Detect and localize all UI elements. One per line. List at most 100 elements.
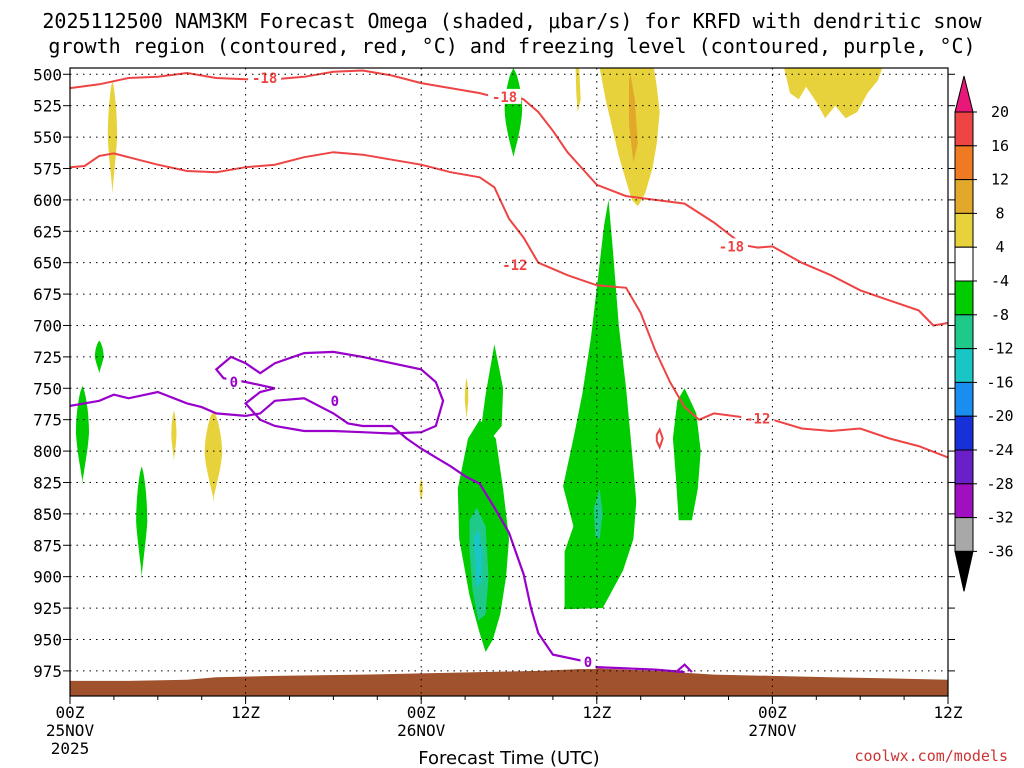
colorbar-label: 12 [991, 171, 1009, 189]
x-tick-label: 00Z [407, 703, 436, 722]
contour-label: -12 [502, 258, 527, 274]
contour-label: -12 [745, 411, 770, 427]
omega-green-region [563, 199, 637, 610]
colorbar-label: 20 [991, 103, 1009, 121]
y-tick-label: 525 [33, 97, 62, 116]
colorbar-segment [954, 415, 974, 451]
y-tick-label: 925 [33, 599, 62, 618]
omega-yellow-region [575, 68, 581, 112]
y-tick-label: 975 [33, 662, 62, 681]
dgz-lower-contour-line [70, 151, 948, 459]
chart-title-line-1: 2025112500 NAM3KM Forecast Omega (shaded… [42, 9, 982, 33]
contour-label: -18 [492, 90, 517, 106]
y-tick-label: 650 [33, 254, 62, 273]
y-tick-label: 575 [33, 159, 62, 178]
colorbar-segment [954, 314, 974, 350]
y-tick-label: 775 [33, 411, 62, 430]
colorbar-segment [954, 111, 974, 147]
plot-area: -18 -18 -18 -12 -12 0 0 0 [70, 68, 948, 696]
omega-green-region [136, 466, 148, 577]
colorbar-label: -12 [986, 340, 1013, 358]
x-tick-date-label: 25NOV [46, 721, 95, 740]
y-tick-label: 850 [33, 505, 62, 524]
colorbar: 20 16 12 8 4 -4 -8 -12 -16 -20 -24 -28 -32 -36 [954, 75, 1014, 592]
y-tick-label: 600 [33, 191, 62, 210]
colorbar-segment [954, 179, 974, 214]
omega-green-region [479, 344, 504, 439]
x-tick-year-label: 2025 [51, 739, 90, 758]
omega-cyan-region [473, 529, 483, 587]
contour-label-background [498, 257, 532, 273]
x-axis-title: Forecast Time (UTC) [418, 748, 599, 768]
x-tick-label: 00Z [758, 703, 787, 722]
colorbar-segment [954, 449, 974, 485]
omega-yellow-region [107, 80, 118, 194]
omega-green-region [504, 68, 523, 192]
colorbar-label: -32 [986, 509, 1013, 527]
colorbar-label: -28 [986, 475, 1013, 493]
colorbar-label: 16 [991, 137, 1009, 155]
x-tick-date-label: 26NOV [397, 721, 446, 740]
chart-title-line-2: growth region (contoured, red, °C) and f… [48, 34, 975, 58]
colorbar-segment [954, 517, 974, 552]
y-tick-label: 675 [33, 285, 62, 304]
y-tick-label: 750 [33, 379, 62, 398]
contour-label: -18 [252, 71, 277, 87]
y-tick-label: 900 [33, 568, 62, 587]
contour-label-background [488, 88, 522, 104]
omega-seagreen-region [593, 488, 603, 539]
colorbar-segment [954, 246, 974, 282]
colorbar-top-arrow [954, 75, 974, 113]
x-tick-label: 12Z [934, 703, 963, 722]
contour-label-background [327, 392, 343, 408]
y-axis: 500 525 550 575 600 625 650 675 700 725 750 775 800 8… [33, 65, 955, 681]
colorbar-label: -4 [991, 272, 1009, 290]
omega-green-region [94, 340, 104, 374]
x-tick-date-label: 27NOV [748, 721, 797, 740]
contour-label: -18 [719, 239, 744, 255]
y-tick-label: 625 [33, 222, 62, 241]
contour-label-background [714, 238, 748, 254]
colorbar-segment [954, 212, 974, 248]
credit-text: coolwx.com/models [854, 747, 1008, 765]
colorbar-label: -20 [986, 407, 1013, 425]
y-tick-label: 700 [33, 316, 62, 335]
grid-lines [70, 68, 948, 696]
y-tick-label: 550 [33, 128, 62, 147]
contour-label-background [226, 374, 242, 389]
colorbar-label: 8 [995, 204, 1004, 222]
omega-orange-region [629, 74, 638, 163]
omega-yellow-region [204, 410, 223, 508]
freezing-level-contour-line [70, 390, 685, 674]
omega-green-region [75, 385, 89, 492]
colorbar-label: -24 [986, 441, 1013, 459]
omega-yellow-region [171, 410, 177, 462]
freezing-level-contour-loop [214, 350, 445, 435]
dgz-small-contour-loop [655, 427, 664, 450]
y-tick-label: 950 [33, 630, 62, 649]
y-tick-label: 500 [33, 65, 62, 84]
colorbar-segment [954, 280, 974, 316]
colorbar-segment [954, 381, 974, 417]
contour-label-background [741, 410, 775, 426]
y-tick-label: 800 [33, 442, 62, 461]
dgz-upper-contour-line [70, 69, 948, 327]
x-tick-label: 12Z [231, 703, 260, 722]
y-tick-label: 825 [33, 473, 62, 492]
contour-label: 0 [230, 375, 238, 391]
omega-yellow-region [464, 378, 469, 420]
x-tick-label: 12Z [582, 703, 611, 722]
colorbar-bottom-arrow [954, 550, 974, 592]
omega-green-region [672, 388, 701, 521]
contour-label: 0 [331, 394, 339, 410]
y-tick-label: 725 [33, 348, 62, 367]
contour-label: 0 [584, 655, 592, 671]
colorbar-label: -16 [986, 373, 1013, 391]
colorbar-segment [954, 483, 974, 519]
freezing-level-contour-fragment [676, 663, 693, 673]
y-tick-label: 875 [33, 536, 62, 555]
colorbar-segment [954, 348, 974, 383]
contour-label-background [580, 654, 596, 670]
